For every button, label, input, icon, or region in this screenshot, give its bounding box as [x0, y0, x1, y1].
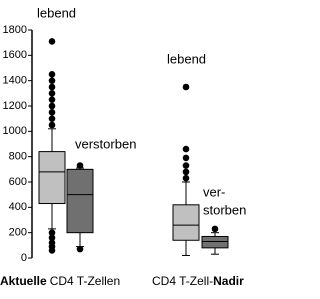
outlier — [182, 154, 190, 162]
box — [201, 235, 229, 249]
outlier — [76, 162, 84, 169]
box-label: ver- — [203, 184, 225, 199]
x-label-part: Aktuelle — [0, 274, 47, 288]
outlier — [48, 102, 56, 110]
x-group-label: Aktuelle CD4 T-Zellen — [0, 274, 120, 288]
outlier — [48, 121, 56, 129]
outlier — [76, 245, 84, 253]
y-tick-label: 800 — [9, 151, 27, 163]
box — [38, 151, 66, 205]
y-tick-label: 1000 — [3, 125, 27, 137]
y-tick-label: 1800 — [3, 24, 27, 36]
outlier — [48, 115, 56, 122]
outlier — [48, 77, 56, 84]
outlier — [48, 71, 56, 78]
y-tick-label: 1400 — [3, 75, 27, 87]
y-tick-label: 600 — [9, 176, 27, 188]
outlier — [48, 90, 56, 97]
x-label-part: CD4 T-Zell- — [152, 274, 213, 288]
outlier — [48, 38, 56, 45]
x-label-part: Nadir — [213, 274, 244, 288]
y-tick-label: 1200 — [3, 100, 27, 112]
outlier — [182, 145, 190, 153]
outlier — [48, 229, 56, 236]
box — [172, 204, 200, 241]
box-label: lebend — [167, 51, 206, 66]
outlier — [182, 168, 190, 176]
outlier — [48, 109, 56, 116]
outlier — [48, 234, 56, 242]
y-tick-label: 0 — [21, 252, 27, 264]
box — [66, 168, 94, 234]
outlier — [48, 83, 56, 91]
y-tick-label: 1600 — [3, 49, 27, 61]
outlier — [211, 225, 219, 233]
box-label: lebend — [37, 5, 76, 20]
x-label-part: CD4 T-Zellen — [50, 274, 120, 288]
outlier — [48, 247, 56, 254]
y-tick-label: 200 — [9, 227, 27, 239]
y-tick-label: 400 — [9, 201, 27, 213]
outlier — [182, 174, 190, 182]
outlier — [182, 83, 190, 91]
chart: 0 200 400 600 800 1000 1200 1400 1600 1800 Aktuell… — [0, 5, 246, 288]
box-label: verstorben — [75, 136, 136, 151]
x-group-label: CD4 T-Zell-Nadir — [152, 274, 244, 288]
outlier — [48, 96, 56, 103]
outlier — [182, 162, 190, 169]
box-label: storben — [203, 202, 246, 217]
